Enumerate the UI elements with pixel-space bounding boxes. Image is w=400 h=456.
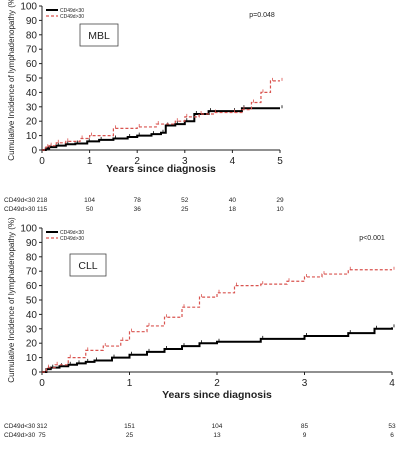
y-tick-label: 80 — [26, 30, 38, 41]
x-tick-label: 0 — [39, 156, 45, 167]
x-tick-label: 1 — [127, 378, 133, 389]
mbl-panel: 0 10 20 30 40 50 60 70 80 90 100 0 1 2 3 4 5 Years since … — [4, 0, 284, 213]
y-axis-label: Cumulative Incidence of lymphadenopathy … — [7, 0, 16, 161]
y-tick-label: 100 — [20, 2, 37, 13]
y-tick-label: 20 — [26, 339, 38, 350]
y-tick-label: 30 — [26, 102, 38, 113]
y-tick-label: 80 — [26, 252, 38, 263]
p-value: p<0.001 — [359, 235, 385, 242]
risk-count: 40 — [229, 197, 237, 204]
risk-count: 25 — [181, 206, 189, 213]
risk-count: 218 — [37, 197, 48, 204]
y-tick-label: 60 — [26, 59, 38, 70]
panel-label: CLL — [78, 260, 97, 272]
risk-row-label: CD49d>30 — [4, 432, 36, 439]
risk-count: 6 — [390, 432, 394, 439]
panel-label-box — [79, 23, 119, 47]
legend-entry: CD49d<30 — [60, 8, 84, 14]
x-axis-label: Years since diagnosis — [106, 163, 216, 175]
risk-count: 13 — [213, 432, 221, 439]
risk-row-label: CD49d<30 — [4, 197, 36, 204]
y-tick-label: 70 — [26, 45, 38, 56]
risk-count: 312 — [37, 423, 48, 430]
risk-count: 85 — [301, 423, 309, 430]
risk-count: 9 — [303, 432, 307, 439]
series-line — [42, 80, 280, 151]
x-tick-label: 5 — [277, 156, 283, 167]
risk-count: 151 — [124, 423, 135, 430]
risk-count: 29 — [276, 197, 284, 204]
risk-count: 104 — [212, 423, 223, 430]
risk-count: 50 — [86, 206, 94, 213]
legend-entry: CD49d>30 — [60, 236, 84, 242]
x-tick-label: 2 — [134, 156, 140, 167]
y-tick-label: 90 — [26, 16, 38, 27]
y-tick-label: 20 — [26, 117, 38, 128]
risk-row-label: CD49d<30 — [4, 423, 36, 430]
risk-count: 53 — [388, 423, 396, 430]
y-tick-label: 100 — [20, 224, 37, 235]
risk-count: 52 — [181, 197, 189, 204]
y-tick-label: 10 — [26, 353, 38, 364]
y-axis-label: Cumulative Incidence of lymphadenopathy … — [7, 217, 16, 383]
risk-count: 25 — [126, 432, 134, 439]
panel-label-box — [69, 253, 107, 277]
series-line — [42, 327, 393, 373]
series-line — [42, 107, 280, 151]
y-tick-label: 40 — [26, 88, 38, 99]
x-axis-label: Years since diagnosis — [162, 389, 272, 401]
panel-label: MBL — [88, 30, 110, 42]
y-tick-label: 0 — [31, 146, 37, 157]
y-tick-label: 30 — [26, 324, 38, 335]
x-tick-label: 1 — [87, 156, 93, 167]
risk-row-label: CD49d>30 — [4, 206, 36, 213]
y-tick-label: 60 — [26, 281, 38, 292]
y-tick-label: 10 — [26, 131, 38, 142]
x-tick-label: 3 — [302, 378, 308, 389]
risk-count: 18 — [229, 206, 237, 213]
y-tick-label: 40 — [26, 310, 38, 321]
x-tick-label: 4 — [230, 156, 236, 167]
x-tick-label: 3 — [182, 156, 188, 167]
legend-entry: CD49d>30 — [60, 14, 84, 20]
y-tick-label: 90 — [26, 238, 38, 249]
legend-entry: CD49d<30 — [60, 230, 84, 236]
cll-panel: 0 10 20 30 40 50 60 70 80 90 100 0 1 2 3 4 Years since d… — [4, 217, 396, 439]
series-line — [42, 269, 392, 373]
risk-count: 104 — [84, 197, 95, 204]
risk-count: 10 — [276, 206, 284, 213]
y-tick-label: 50 — [26, 74, 38, 85]
x-tick-label: 0 — [39, 378, 45, 389]
y-tick-label: 0 — [31, 368, 37, 379]
risk-count: 75 — [38, 432, 46, 439]
risk-count: 115 — [37, 206, 48, 213]
y-tick-label: 50 — [26, 296, 38, 307]
risk-count: 78 — [134, 197, 142, 204]
risk-count: 36 — [134, 206, 142, 213]
x-tick-label: 4 — [389, 378, 395, 389]
p-value: p=0.048 — [249, 12, 275, 19]
x-tick-label: 2 — [214, 378, 220, 389]
y-tick-label: 70 — [26, 267, 38, 278]
